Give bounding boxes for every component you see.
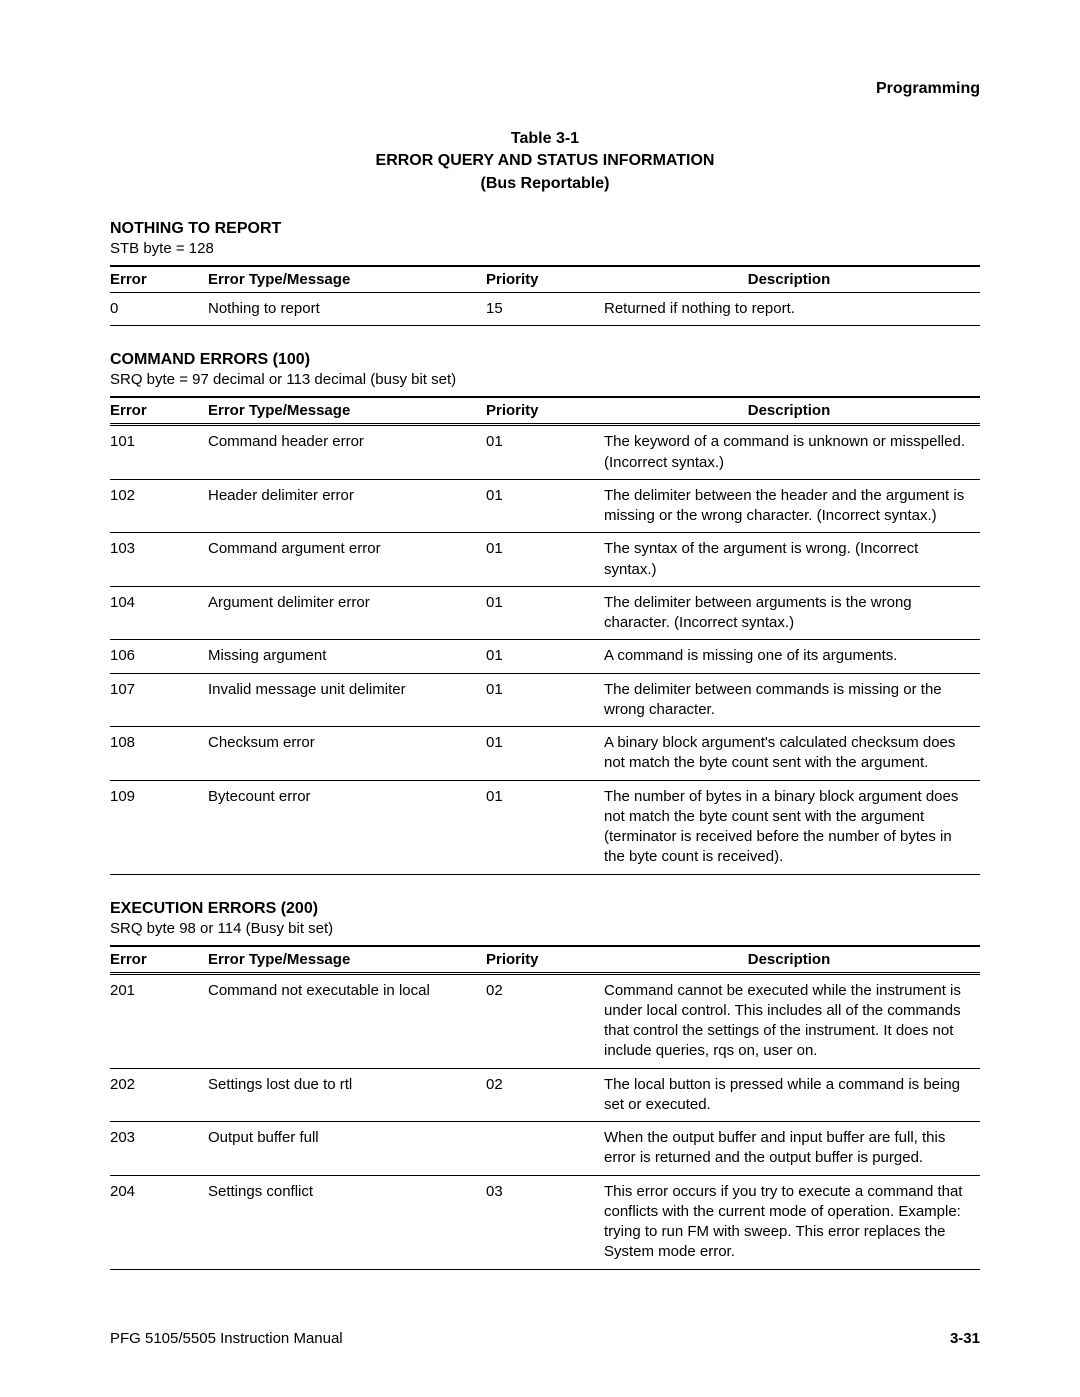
cell-msg: Argument delimiter error <box>208 586 486 640</box>
cell-desc: The syntax of the argument is wrong. (In… <box>604 533 980 587</box>
cell-msg: Settings conflict <box>208 1175 486 1269</box>
page-footer: PFG 5105/5505 Instruction Manual 3-31 <box>110 1330 980 1347</box>
cell-priority: 01 <box>486 533 604 587</box>
table-row: 202Settings lost due to rtl02The local b… <box>110 1068 980 1122</box>
error-table: ErrorError Type/MessagePriorityDescripti… <box>110 265 980 326</box>
cell-msg: Header delimiter error <box>208 479 486 533</box>
table-row: 102Header delimiter error01The delimiter… <box>110 479 980 533</box>
cell-priority: 01 <box>486 673 604 727</box>
cell-priority: 02 <box>486 973 604 1068</box>
table-row: 107Invalid message unit delimiter01The d… <box>110 673 980 727</box>
cell-desc: The number of bytes in a binary block ar… <box>604 780 980 874</box>
cell-priority: 01 <box>486 586 604 640</box>
cell-desc: The delimiter between commands is missin… <box>604 673 980 727</box>
cell-desc: The delimiter between arguments is the w… <box>604 586 980 640</box>
title-line-1: Table 3-1 <box>511 130 579 147</box>
section-subheading: SRQ byte 98 or 114 (Busy bit set) <box>110 920 980 937</box>
cell-priority: 02 <box>486 1068 604 1122</box>
cell-desc: This error occurs if you try to execute … <box>604 1175 980 1269</box>
cell-msg: Command header error <box>208 425 486 480</box>
cell-error: 104 <box>110 586 208 640</box>
cell-desc: A binary block argument's calculated che… <box>604 727 980 781</box>
cell-error: 202 <box>110 1068 208 1122</box>
page-header-right: Programming <box>110 80 980 98</box>
cell-error: 201 <box>110 973 208 1068</box>
cell-error: 0 <box>110 293 208 326</box>
table-row: 101Command header error01The keyword of … <box>110 425 980 480</box>
section-subheading: SRQ byte = 97 decimal or 113 decimal (bu… <box>110 371 980 388</box>
table-row: 103Command argument error01The syntax of… <box>110 533 980 587</box>
cell-msg: Bytecount error <box>208 780 486 874</box>
cell-priority: 01 <box>486 727 604 781</box>
footer-left: PFG 5105/5505 Instruction Manual <box>110 1330 343 1347</box>
cell-priority <box>486 1122 604 1176</box>
column-header-desc: Description <box>604 946 980 974</box>
cell-desc: The delimiter between the header and the… <box>604 479 980 533</box>
section-heading: NOTHING TO REPORT <box>110 220 980 238</box>
table-title: Table 3-1 ERROR QUERY AND STATUS INFORMA… <box>110 128 980 195</box>
table-row: 204Settings conflict03This error occurs … <box>110 1175 980 1269</box>
cell-msg: Output buffer full <box>208 1122 486 1176</box>
cell-desc: The keyword of a command is unknown or m… <box>604 425 980 480</box>
section-heading: EXECUTION ERRORS (200) <box>110 900 980 918</box>
cell-error: 107 <box>110 673 208 727</box>
column-header-priority: Priority <box>486 397 604 425</box>
cell-error: 109 <box>110 780 208 874</box>
title-line-2: ERROR QUERY AND STATUS INFORMATION <box>376 152 715 169</box>
cell-error: 103 <box>110 533 208 587</box>
cell-msg: Command argument error <box>208 533 486 587</box>
cell-msg: Missing argument <box>208 640 486 673</box>
footer-page-number: 3-31 <box>950 1330 980 1347</box>
cell-error: 106 <box>110 640 208 673</box>
column-header-msg: Error Type/Message <box>208 397 486 425</box>
cell-desc: The local button is pressed while a comm… <box>604 1068 980 1122</box>
cell-msg: Nothing to report <box>208 293 486 326</box>
cell-priority: 01 <box>486 780 604 874</box>
column-header-error: Error <box>110 266 208 293</box>
table-row: 106Missing argument01A command is missin… <box>110 640 980 673</box>
cell-priority: 01 <box>486 479 604 533</box>
cell-error: 102 <box>110 479 208 533</box>
cell-msg: Invalid message unit delimiter <box>208 673 486 727</box>
column-header-error: Error <box>110 946 208 974</box>
column-header-error: Error <box>110 397 208 425</box>
column-header-desc: Description <box>604 266 980 293</box>
table-row: 201Command not executable in local02Comm… <box>110 973 980 1068</box>
cell-error: 101 <box>110 425 208 480</box>
section-heading: COMMAND ERRORS (100) <box>110 351 980 369</box>
cell-msg: Settings lost due to rtl <box>208 1068 486 1122</box>
cell-priority: 15 <box>486 293 604 326</box>
error-table: ErrorError Type/MessagePriorityDescripti… <box>110 945 980 1270</box>
cell-desc: A command is missing one of its argument… <box>604 640 980 673</box>
cell-desc: Command cannot be executed while the ins… <box>604 973 980 1068</box>
cell-desc: When the output buffer and input buffer … <box>604 1122 980 1176</box>
column-header-msg: Error Type/Message <box>208 266 486 293</box>
column-header-desc: Description <box>604 397 980 425</box>
cell-priority: 03 <box>486 1175 604 1269</box>
table-row: 108Checksum error01A binary block argume… <box>110 727 980 781</box>
cell-priority: 01 <box>486 425 604 480</box>
section-subheading: STB byte = 128 <box>110 240 980 257</box>
cell-priority: 01 <box>486 640 604 673</box>
cell-error: 203 <box>110 1122 208 1176</box>
cell-msg: Command not executable in local <box>208 973 486 1068</box>
table-row: 203Output buffer full When the output buf… <box>110 1122 980 1176</box>
table-row: 109Bytecount error01The number of bytes … <box>110 780 980 874</box>
column-header-msg: Error Type/Message <box>208 946 486 974</box>
column-header-priority: Priority <box>486 946 604 974</box>
column-header-priority: Priority <box>486 266 604 293</box>
cell-msg: Checksum error <box>208 727 486 781</box>
cell-desc: Returned if nothing to report. <box>604 293 980 326</box>
table-row: 0Nothing to report15Returned if nothing … <box>110 293 980 326</box>
cell-error: 204 <box>110 1175 208 1269</box>
title-line-3: (Bus Reportable) <box>481 175 610 192</box>
table-row: 104Argument delimiter error01The delimit… <box>110 586 980 640</box>
error-table: ErrorError Type/MessagePriorityDescripti… <box>110 396 980 874</box>
cell-error: 108 <box>110 727 208 781</box>
